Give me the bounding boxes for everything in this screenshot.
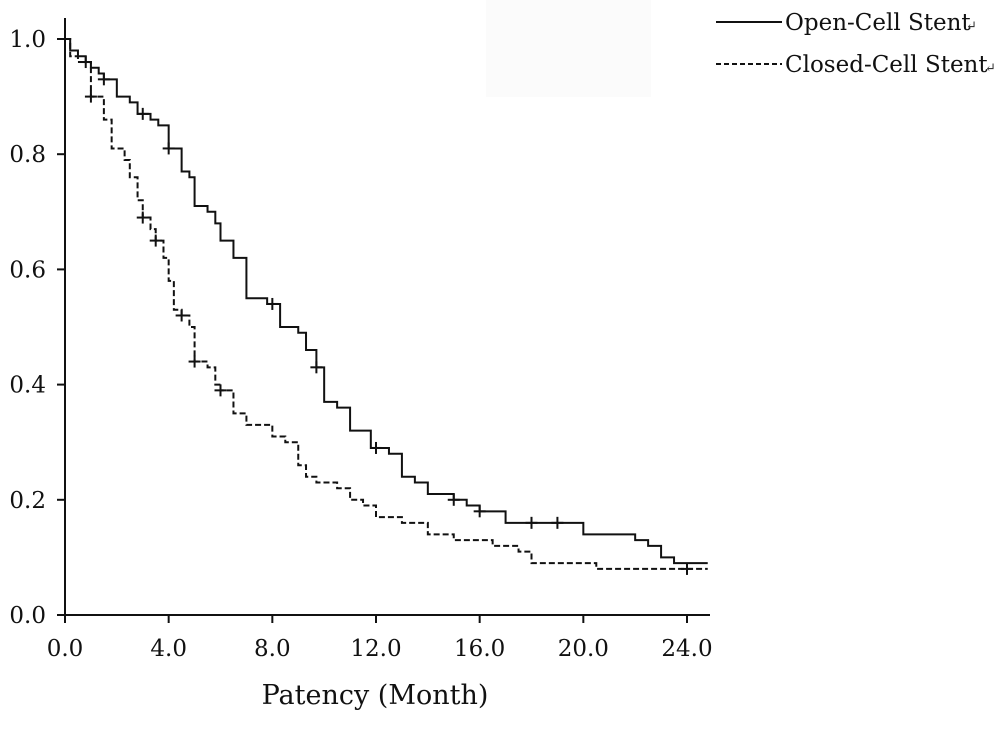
censor-mark-open-cell: [370, 441, 382, 454]
censor-mark-closed-cell: [681, 562, 693, 575]
censor-mark-open-cell: [525, 516, 538, 529]
censor-mark-open-cell: [162, 142, 175, 155]
x-tick-label: 12.0: [350, 636, 401, 662]
x-tick-label: 8.0: [254, 636, 291, 662]
return-glyph: ↵: [966, 19, 977, 34]
censor-mark-closed-cell: [136, 211, 149, 224]
legend-item-closed-cell: Closed-Cell Stent ↵: [716, 52, 996, 78]
survival-curves: [65, 38, 708, 570]
x-tick-label: 20.0: [558, 636, 609, 662]
background-patch: [486, 0, 651, 97]
censor-marks: [79, 56, 693, 575]
legend-label-open-cell: Open-Cell Stent: [785, 10, 971, 36]
censor-mark-open-cell: [136, 107, 149, 120]
censor-mark-open-cell: [97, 73, 110, 86]
censor-mark-closed-cell: [214, 384, 227, 397]
y-tick-label: 0.4: [9, 373, 46, 399]
x-tick-label: 0.0: [47, 636, 84, 662]
legend-label-closed-cell: Closed-Cell Stent: [785, 52, 988, 78]
y-tick-label: 0.0: [9, 603, 46, 629]
legend-item-open-cell: Open-Cell Stent ↵: [716, 10, 977, 36]
censor-mark-open-cell: [473, 505, 486, 518]
censor-mark-closed-cell: [188, 355, 201, 368]
x-tick-label: 4.0: [150, 636, 187, 662]
censor-mark-open-cell: [310, 361, 323, 374]
x-tick-label: 16.0: [454, 636, 505, 662]
series-line-open-cell: [65, 38, 708, 565]
censor-mark-open-cell: [551, 516, 564, 529]
censor-mark-open-cell: [447, 493, 460, 506]
y-tick-label: 1.0: [9, 27, 46, 53]
x-tick-label: 24.0: [661, 636, 712, 662]
censor-mark-closed-cell: [149, 234, 162, 247]
y-axis-ticks: 0.0 0.2 0.4 0.6 0.8 1.0: [9, 27, 65, 629]
censor-mark-open-cell: [79, 56, 92, 69]
censor-mark-closed-cell: [175, 309, 188, 322]
censor-mark-open-cell: [266, 297, 279, 310]
y-tick-label: 0.8: [9, 142, 46, 168]
y-tick-label: 0.6: [9, 257, 46, 283]
y-tick-label: 0.2: [9, 488, 46, 514]
x-axis-title: Patency (Month): [262, 680, 489, 711]
x-axis-ticks: 0.0 4.0 8.0 12.0 16.0 20.0 24.0: [47, 615, 713, 662]
censor-mark-closed-cell: [84, 90, 97, 103]
series-line-closed-cell: [65, 38, 708, 570]
legend: Open-Cell Stent ↵ Closed-Cell Stent ↵: [716, 10, 996, 78]
return-glyph: ↵: [985, 61, 996, 76]
